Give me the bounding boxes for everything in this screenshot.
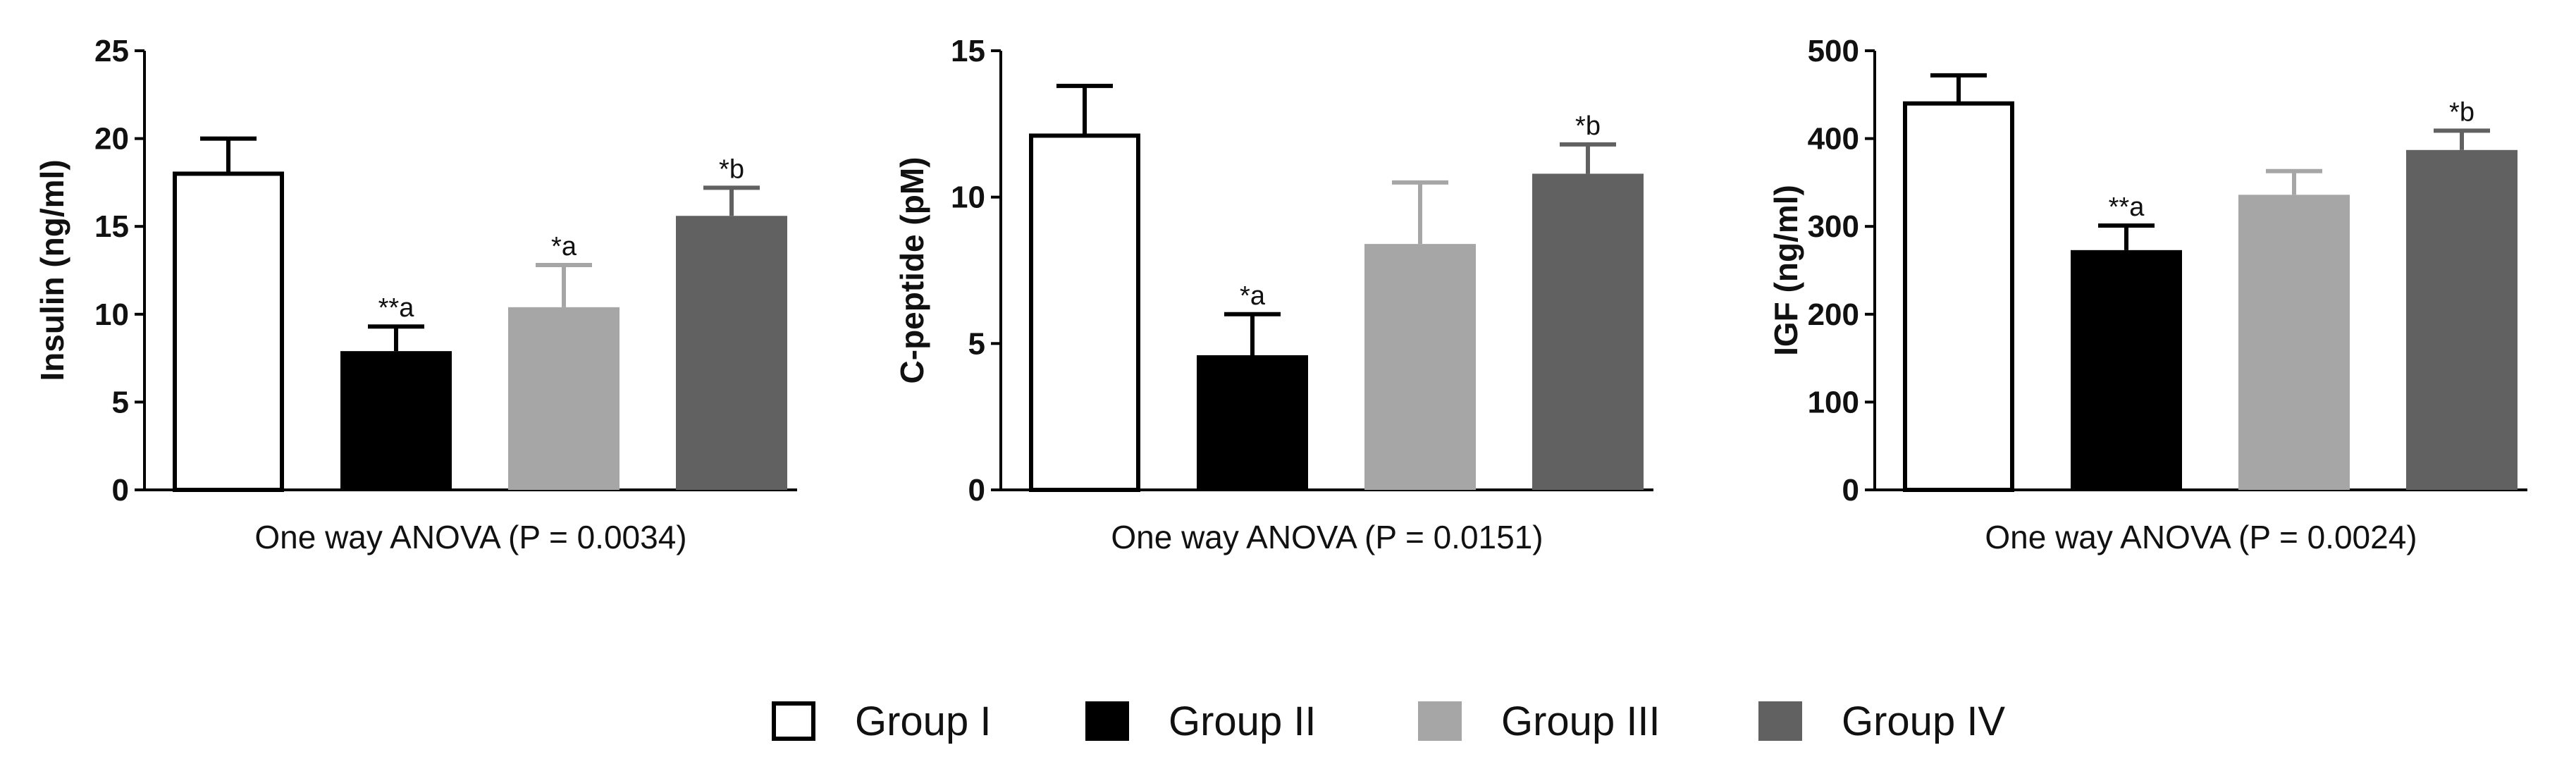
y-tick-label: 0 — [112, 473, 129, 508]
bar — [1903, 101, 2014, 492]
y-tick-label: 500 — [1808, 34, 1859, 68]
chart-panel-3: 0 100 200 300 400 500 IGF (ng/ml) **a *b One way … — [1768, 34, 2527, 555]
legend-item: Group III — [1418, 699, 1660, 744]
bar — [508, 307, 620, 490]
bar — [173, 171, 284, 492]
anova-result-label: One way ANOVA (P = 0.0034) — [254, 519, 686, 555]
bar — [2071, 250, 2182, 490]
y-tick-label: 0 — [968, 473, 985, 508]
y-tick-label: 10 — [951, 180, 985, 215]
y-tick-label: 100 — [1808, 385, 1859, 419]
significance-label: *b — [719, 154, 744, 184]
bar — [340, 351, 452, 490]
y-tick-label: 5 — [112, 385, 129, 419]
bar — [1197, 355, 1308, 490]
legend-item: Group I — [772, 699, 991, 744]
legend-swatch — [1758, 701, 1802, 741]
y-axis-title: IGF (ng/ml) — [1768, 185, 1804, 356]
chart-panel-1: 0 5 10 15 20 25 Insulin (ng/ml) **a *a *b One way … — [34, 34, 797, 555]
significance-label: *a — [1240, 281, 1266, 311]
y-tick-label: 15 — [951, 34, 985, 68]
chart-panel-2: 0 5 10 15 C-peptide (pM) *a *b One way ANOVA (P… — [894, 34, 1653, 555]
legend-label: Group III — [1501, 699, 1660, 744]
bar — [2238, 195, 2350, 490]
legend: Group I Group II Group III Group IV — [772, 699, 2005, 744]
bar — [676, 216, 787, 490]
bar — [1029, 133, 1140, 493]
significance-label: **a — [378, 293, 415, 323]
bar — [1532, 173, 1644, 490]
legend-label: Group I — [855, 699, 991, 744]
y-tick-label: 20 — [94, 122, 129, 156]
anova-result-label: One way ANOVA (P = 0.0151) — [1111, 519, 1543, 555]
y-tick-label: 0 — [1842, 473, 1859, 508]
y-tick-label: 400 — [1808, 122, 1859, 156]
legend-item: Group IV — [1758, 699, 2005, 744]
legend-label: Group II — [1169, 699, 1317, 744]
y-tick-label: 25 — [94, 34, 129, 68]
significance-label: **a — [2109, 192, 2145, 222]
y-axis-title: Insulin (ng/ml) — [34, 159, 70, 381]
significance-label: *b — [1575, 111, 1601, 141]
legend-swatch — [772, 701, 815, 741]
legend-swatch — [1418, 701, 1462, 741]
y-tick-label: 15 — [94, 209, 129, 244]
y-tick-label: 200 — [1808, 297, 1859, 332]
significance-label: *b — [2449, 97, 2475, 127]
significance-label: *a — [551, 232, 577, 262]
anova-result-label: One way ANOVA (P = 0.0024) — [1985, 519, 2417, 555]
bar — [2406, 149, 2518, 490]
legend-swatch — [1085, 701, 1129, 741]
y-tick-label: 10 — [94, 297, 129, 332]
y-axis-title: C-peptide (pM) — [894, 157, 930, 384]
bar — [1364, 244, 1476, 490]
legend-item: Group II — [1085, 699, 1317, 744]
legend-label: Group IV — [1842, 699, 2005, 744]
y-tick-label: 300 — [1808, 209, 1859, 244]
y-tick-label: 5 — [968, 326, 985, 361]
